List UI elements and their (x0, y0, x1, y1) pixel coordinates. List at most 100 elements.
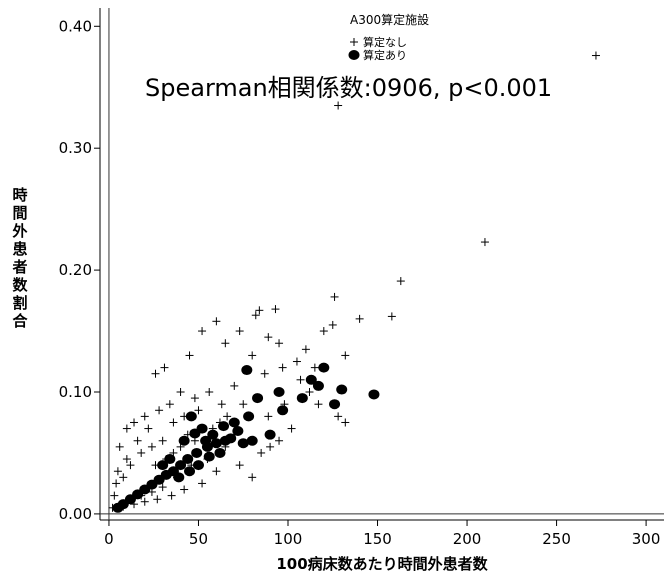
data-point-nashi (319, 327, 328, 336)
data-point-nashi (292, 357, 301, 366)
data-point-ari (185, 411, 197, 422)
data-point-ari (273, 387, 285, 397)
data-point-ari (192, 460, 204, 471)
data-point-nashi (264, 412, 273, 421)
data-point-nashi (110, 491, 119, 500)
data-point-nashi (158, 436, 167, 445)
data-point-ari (232, 426, 244, 437)
data-point-nashi (296, 375, 305, 384)
y-axis-label: 時間外患者数割合 (11, 186, 28, 330)
data-point-ari (164, 454, 176, 465)
data-point-nashi (480, 238, 489, 247)
points-layer (108, 51, 600, 513)
data-point-ari (200, 435, 212, 446)
data-point-nashi (126, 461, 135, 470)
y-tick-label: 0.10 (59, 383, 92, 401)
data-point-ari (329, 399, 341, 410)
data-point-nashi (198, 479, 207, 488)
data-point-ari (191, 447, 203, 458)
text-layer: Spearman相関係数:0906, p<0.001 A300算定施設 算定なし… (11, 12, 552, 573)
data-point-ari (296, 393, 308, 404)
data-point-nashi (301, 345, 310, 354)
data-point-ari (225, 433, 237, 444)
x-tick-label: 250 (542, 530, 571, 548)
data-point-nashi (255, 306, 264, 315)
data-point-nashi (137, 448, 146, 457)
data-point-nashi (230, 381, 239, 390)
data-point-nashi (190, 394, 199, 403)
data-point-ari (210, 438, 222, 449)
data-point-ari (318, 362, 330, 373)
x-tick-label: 0 (104, 530, 114, 548)
data-point-nashi (140, 412, 149, 421)
data-point-nashi (147, 442, 156, 451)
data-point-nashi (235, 461, 244, 470)
data-point-nashi (248, 351, 257, 360)
x-tick-label: 100 (274, 530, 303, 548)
data-point-nashi (235, 327, 244, 336)
data-point-nashi (133, 436, 142, 445)
data-point-nashi (334, 101, 343, 110)
data-point-ari (189, 428, 201, 439)
data-point-nashi (223, 412, 232, 421)
data-point-nashi (212, 467, 221, 476)
data-point-ari (305, 374, 317, 385)
data-point-nashi (140, 497, 149, 506)
data-point-ari (368, 389, 380, 400)
data-point-nashi (387, 312, 396, 321)
legend-marker-nashi (350, 38, 358, 46)
legend-label-nashi: 算定なし (363, 35, 407, 49)
y-tick-label: 0.30 (59, 139, 92, 157)
data-point-ari (175, 460, 187, 471)
data-point-ari (157, 460, 169, 471)
data-point-nashi (113, 467, 122, 476)
data-point-nashi (330, 292, 339, 301)
data-point-nashi (264, 333, 273, 342)
data-point-nashi (194, 406, 203, 415)
chart-annotation: Spearman相関係数:0906, p<0.001 (145, 74, 552, 102)
data-point-nashi (198, 327, 207, 336)
data-point-nashi (160, 363, 169, 372)
data-point-nashi (310, 363, 319, 372)
data-point-ari (336, 384, 348, 395)
data-point-nashi (155, 406, 164, 415)
axes-layer: 0.00 0.10 0.20 0.30 0.40 0 50 100 150 200 250 300 (59, 8, 664, 548)
data-point-nashi (314, 400, 323, 409)
legend-label-ari: 算定あり (363, 48, 407, 62)
data-point-ari (228, 417, 240, 428)
data-point-nashi (305, 388, 314, 396)
data-point-nashi (112, 479, 121, 488)
data-point-nashi (257, 448, 266, 457)
data-point-nashi (341, 418, 350, 427)
data-point-ari (214, 447, 226, 458)
data-point-ari (112, 502, 124, 513)
y-tick-label: 0.40 (59, 17, 92, 35)
data-point-nashi (153, 495, 162, 504)
data-point-ari (264, 429, 276, 440)
data-point-nashi (334, 412, 343, 421)
x-tick-label: 200 (453, 530, 482, 548)
data-point-ari (246, 435, 258, 446)
data-point-nashi (260, 369, 269, 378)
data-point-nashi (266, 442, 275, 451)
data-point-ari (207, 429, 219, 440)
x-tick-label: 50 (189, 530, 208, 548)
data-point-nashi (169, 418, 178, 427)
data-point-ari (252, 393, 264, 404)
data-point-nashi (144, 424, 153, 433)
data-point-ari (237, 438, 249, 449)
legend-marker-ari (348, 50, 360, 60)
data-point-nashi (275, 339, 284, 348)
data-point-nashi (239, 400, 248, 409)
data-point-nashi (396, 277, 405, 286)
data-point-nashi (151, 369, 160, 378)
data-point-nashi (205, 388, 214, 396)
data-point-nashi (341, 351, 350, 360)
data-point-nashi (130, 418, 139, 427)
data-point-ari (312, 380, 324, 391)
data-point-nashi (167, 491, 176, 500)
y-tick-label: 0.00 (59, 505, 92, 523)
data-point-nashi (115, 442, 124, 451)
data-point-ari (173, 472, 185, 483)
